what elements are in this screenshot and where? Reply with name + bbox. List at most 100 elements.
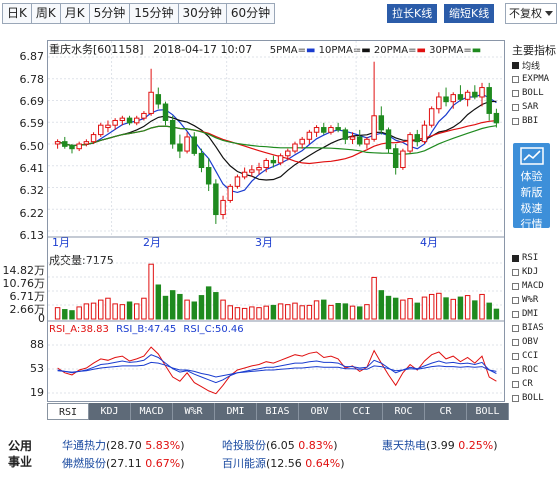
volume-bar — [335, 303, 341, 320]
checkbox-icon[interactable] — [512, 324, 519, 332]
related-stock-name[interactable]: 百川能源 — [222, 457, 266, 470]
related-stock-name[interactable]: 哈投股份 — [222, 439, 266, 452]
tab-15min[interactable]: 15分钟 — [129, 3, 178, 24]
ind-tab-bias[interactable]: BIAS — [257, 403, 299, 420]
volume-bar — [378, 290, 385, 320]
sub-indicator-option[interactable]: MACD — [512, 279, 560, 293]
sub-indicator-option[interactable]: RSI — [512, 251, 560, 265]
stretch-kline-button[interactable]: 拉长K线 — [387, 4, 438, 23]
tab-day-k[interactable]: 日K — [2, 3, 31, 24]
checkbox-icon[interactable] — [512, 352, 519, 360]
rsi-tick: 53 — [30, 362, 44, 375]
checkbox-icon[interactable] — [512, 282, 519, 290]
candle-body — [385, 129, 392, 150]
volume-bar — [392, 297, 399, 320]
ind-tab-kdj[interactable]: KDJ — [89, 403, 131, 420]
main-indicator-option[interactable]: EXPMA — [512, 72, 560, 86]
ind-tab-cci[interactable]: CCI — [341, 403, 383, 420]
related-stock-item[interactable]: 佛燃股份(27.11 0.67%) — [62, 457, 185, 470]
related-stock-name[interactable]: 惠天热电 — [382, 439, 426, 452]
period-tabs: 日K 周K 月K 5分钟 15分钟 30分钟 60分钟 — [2, 3, 276, 24]
candle-body — [220, 199, 226, 216]
ind-tab-dmi[interactable]: DMI — [215, 403, 257, 420]
sub-indicator-option[interactable]: KDJ — [512, 265, 560, 279]
candle-body — [371, 115, 377, 140]
candle-body — [436, 96, 442, 110]
ind-tab-roc[interactable]: ROC — [383, 403, 425, 420]
ind-tab-macd[interactable]: MACD — [131, 403, 173, 420]
candle-body — [313, 127, 320, 133]
related-stock-item[interactable]: 惠天热电(3.99 0.25%) — [382, 439, 498, 452]
related-stock-item[interactable]: 华通热力(28.70 5.83%) — [62, 439, 185, 452]
ind-tab-rsi[interactable]: RSI — [47, 403, 89, 420]
sub-indicator-option[interactable]: DMI — [512, 307, 560, 321]
candle-body — [328, 127, 334, 133]
sub-indicator-option[interactable]: CR — [512, 377, 560, 391]
candle-body — [263, 159, 269, 169]
checkbox-icon[interactable] — [512, 366, 519, 374]
restore-select-value: 不复权 — [509, 7, 542, 20]
candle-body — [299, 138, 305, 145]
month-label: 4月 — [420, 236, 438, 249]
tab-month-k[interactable]: 月K — [59, 3, 89, 24]
candle-body — [443, 96, 449, 103]
volume-bar — [220, 299, 226, 320]
kline-chart[interactable] — [48, 41, 504, 401]
volume-bar — [90, 302, 97, 320]
candle-body — [342, 129, 349, 140]
related-stock-name[interactable]: 华通热力 — [62, 439, 106, 452]
volume-bar — [241, 307, 248, 320]
volume-bar — [184, 299, 190, 320]
volume-bar — [83, 303, 90, 320]
volume-bar — [436, 292, 442, 320]
tab-60min[interactable]: 60分钟 — [225, 3, 276, 24]
volume-bar — [428, 293, 435, 320]
price-tick: 6.69 — [19, 95, 45, 108]
sub-indicator-option[interactable]: BOLL — [512, 391, 560, 405]
related-stock-price: 28.70 — [110, 439, 142, 452]
sub-indicator-option[interactable]: CCI — [512, 349, 560, 363]
checkbox-icon[interactable] — [512, 61, 519, 69]
month-label: 1月 — [52, 236, 70, 249]
checkbox-icon[interactable] — [512, 117, 519, 125]
sub-indicator-option[interactable]: OBV — [512, 335, 560, 349]
ind-tab-boll[interactable]: BOLL — [467, 403, 509, 420]
checkbox-icon[interactable] — [512, 310, 519, 318]
related-stock-name[interactable]: 佛燃股份 — [62, 457, 106, 470]
checkbox-icon[interactable] — [512, 380, 519, 388]
sub-indicator-option[interactable]: W%R — [512, 293, 560, 307]
main-indicator-option[interactable]: BOLL — [512, 86, 560, 100]
checkbox-icon[interactable] — [512, 89, 519, 97]
rsi-b-line — [57, 354, 497, 384]
ind-tab-obv[interactable]: OBV — [299, 403, 341, 420]
checkbox-icon[interactable] — [512, 75, 519, 83]
main-indicator-option[interactable]: 均线 — [512, 58, 560, 72]
trend-chart-icon — [519, 147, 544, 165]
checkbox-icon[interactable] — [512, 338, 519, 346]
tab-week-k[interactable]: 周K — [30, 3, 60, 24]
checkbox-icon[interactable] — [512, 394, 519, 402]
candle-body — [177, 143, 183, 152]
volume-bar — [256, 307, 262, 320]
candle-body — [292, 143, 298, 152]
sub-indicator-option[interactable]: ROC — [512, 363, 560, 377]
main-indicator-option[interactable]: SAR — [512, 100, 560, 114]
ind-tab-cr[interactable]: CR — [425, 403, 467, 420]
tab-30min[interactable]: 30分钟 — [177, 3, 226, 24]
related-stock-item[interactable]: 百川能源(12.56 0.64%) — [222, 457, 345, 470]
month-label: 2月 — [143, 236, 161, 249]
new-version-promo[interactable]: 体验 新版 极速 行情 — [513, 143, 550, 231]
related-stock-item[interactable]: 哈投股份(6.05 0.83%) — [222, 439, 338, 452]
candle-body — [234, 176, 241, 187]
checkbox-icon[interactable] — [512, 103, 519, 111]
checkbox-icon[interactable] — [512, 296, 519, 304]
ind-tab-wr[interactable]: W%R — [173, 403, 215, 420]
shrink-kline-button[interactable]: 缩短K线 — [444, 4, 495, 23]
related-stocks: 公用 事业 华通热力(28.70 5.83%) 哈投股份(6.05 0.83%)… — [0, 432, 560, 480]
checkbox-icon[interactable] — [512, 254, 519, 262]
sub-indicator-option[interactable]: BIAS — [512, 321, 560, 335]
restore-select[interactable]: 不复权 — [505, 3, 557, 24]
main-indicator-option[interactable]: BBI — [512, 114, 560, 128]
tab-5min[interactable]: 5分钟 — [88, 3, 130, 24]
checkbox-icon[interactable] — [512, 268, 519, 276]
